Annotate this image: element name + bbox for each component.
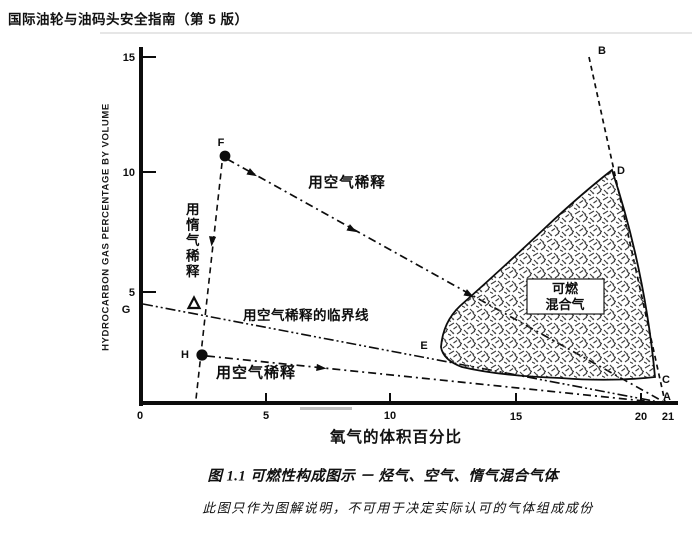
y-tick-label: 10 — [123, 167, 135, 179]
arrow-icon — [208, 236, 217, 247]
label-critical-dilution-line: 用空气稀释的临界线 — [243, 308, 369, 323]
x-tick-label: 21 — [662, 411, 674, 423]
point-label-A: A — [663, 391, 671, 403]
flammable-label-box — [526, 278, 605, 315]
dilute-F-with-inert-line — [195, 162, 223, 400]
flammable-mixture-region — [440, 168, 656, 381]
x-axis — [139, 401, 678, 405]
point-label-G: G — [122, 304, 131, 316]
point-label-F: F — [218, 137, 225, 149]
point-label-C: C — [662, 374, 670, 386]
point-H-marker — [196, 349, 208, 361]
figure-caption-note: 此图只作为图解说明，不可用于决定实际认可的气体组成成份 — [202, 500, 594, 516]
scan-smudge — [300, 407, 352, 410]
y-tick-label: 5 — [129, 287, 135, 299]
direction-arrows — [208, 168, 474, 372]
y-axis-label: HYDROCARBON GAS PERCENTAGE BY VOLUME — [100, 103, 112, 351]
point-F-marker — [219, 150, 231, 162]
point-label-H: H — [181, 349, 189, 361]
scan-artifact-line — [100, 32, 692, 34]
label-dilute-with-inert-gas: 用惰气稀释 — [183, 202, 199, 280]
y-axis — [139, 47, 143, 406]
point-label-D: D — [617, 165, 625, 177]
x-axis-label: 氧气的体积百分比 — [329, 429, 463, 446]
y-tick-label: 15 — [123, 52, 135, 64]
arrow-icon — [463, 289, 474, 298]
x-tick-label: 5 — [263, 410, 269, 422]
air-line-B-A — [588, 56, 666, 403]
x-tick-label: 15 — [510, 411, 522, 423]
x-tick-label: 10 — [384, 410, 396, 422]
arrow-icon — [316, 363, 327, 372]
label-dilute-with-air-lower: 用空气稀释 — [215, 364, 297, 382]
flammable-label-line1: 可燃 — [552, 281, 579, 296]
critical-dilution-line-G-A — [142, 303, 665, 404]
flammable-label-line2: 混合气 — [545, 297, 584, 312]
dilute-H-with-air-line — [206, 355, 665, 404]
axis-ticks — [143, 56, 642, 401]
x-tick-label: 20 — [635, 411, 647, 423]
figure-caption-title: 图 1.1 可燃性构成图示 － 烃气、空气、惰气混合气体 — [207, 468, 559, 485]
arrow-icon — [346, 224, 357, 233]
arrow-icon — [246, 168, 257, 177]
page-title: 国际油轮与油码头安全指南（第 5 版） — [8, 12, 249, 27]
triangle-marker — [186, 295, 202, 310]
x-tick-label: 0 — [137, 410, 143, 422]
point-label-E: E — [420, 340, 427, 352]
label-dilute-with-air-upper: 用空气稀释 — [308, 175, 386, 192]
point-label-B: B — [598, 45, 606, 57]
